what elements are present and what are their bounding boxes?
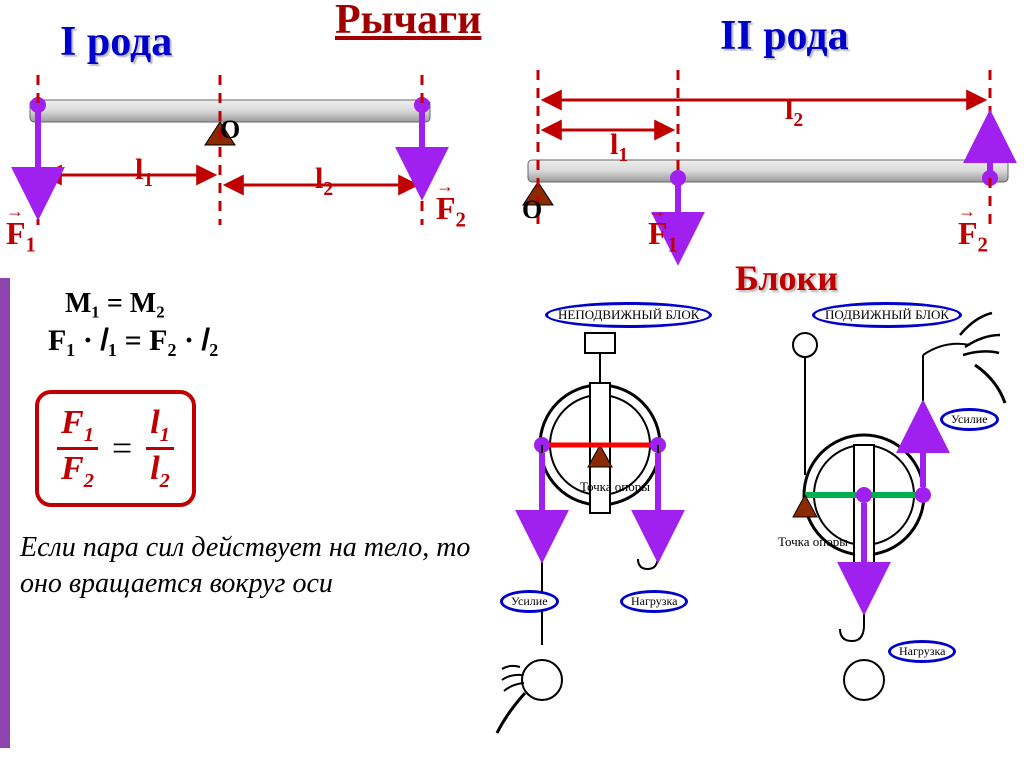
movable-pulley-diagram [745,295,1024,755]
lever2-F1: F→1 [648,215,678,257]
page-title: Рычаги [335,0,481,44]
lever1-point-O: O [220,115,240,145]
lever2-l1: l1 [610,128,628,167]
lever1-heading: I рода [60,18,172,66]
sidebar-accent [0,278,10,748]
formula-moments: M₁ = M₂ [65,288,165,320]
lever2-diagram [518,60,1023,270]
fixed-pulley-diagram [480,295,760,735]
lever2-l2: l2 [785,93,803,132]
formula-ratio-box: F1 F2 = l1 l2 [35,390,196,507]
lever1-diagram [10,75,450,275]
lever1-F1: F→1 [6,215,36,257]
fixed-fulcrum-label: Точка опоры [580,480,650,494]
description-text: Если пара сил действует на тело, то оно … [20,530,480,603]
blocks-title: Блоки [735,257,838,299]
lever2-heading: II рода [720,12,849,60]
movable-effort-label: Усилие [940,408,999,431]
lever2-point-O: O [522,195,542,225]
fixed-effort-label: Усилие [500,590,559,613]
lever1-l1: l1 [135,153,153,192]
movable-fulcrum-label: Точка опоры [778,535,848,549]
lever2-F2: F→2 [958,215,988,257]
lever1-F2: F→2 [436,190,466,232]
lever1-l2: l2 [315,162,333,201]
formula-product: F₁ · 𝑙₁ = F₂ · 𝑙₂ [48,324,218,358]
